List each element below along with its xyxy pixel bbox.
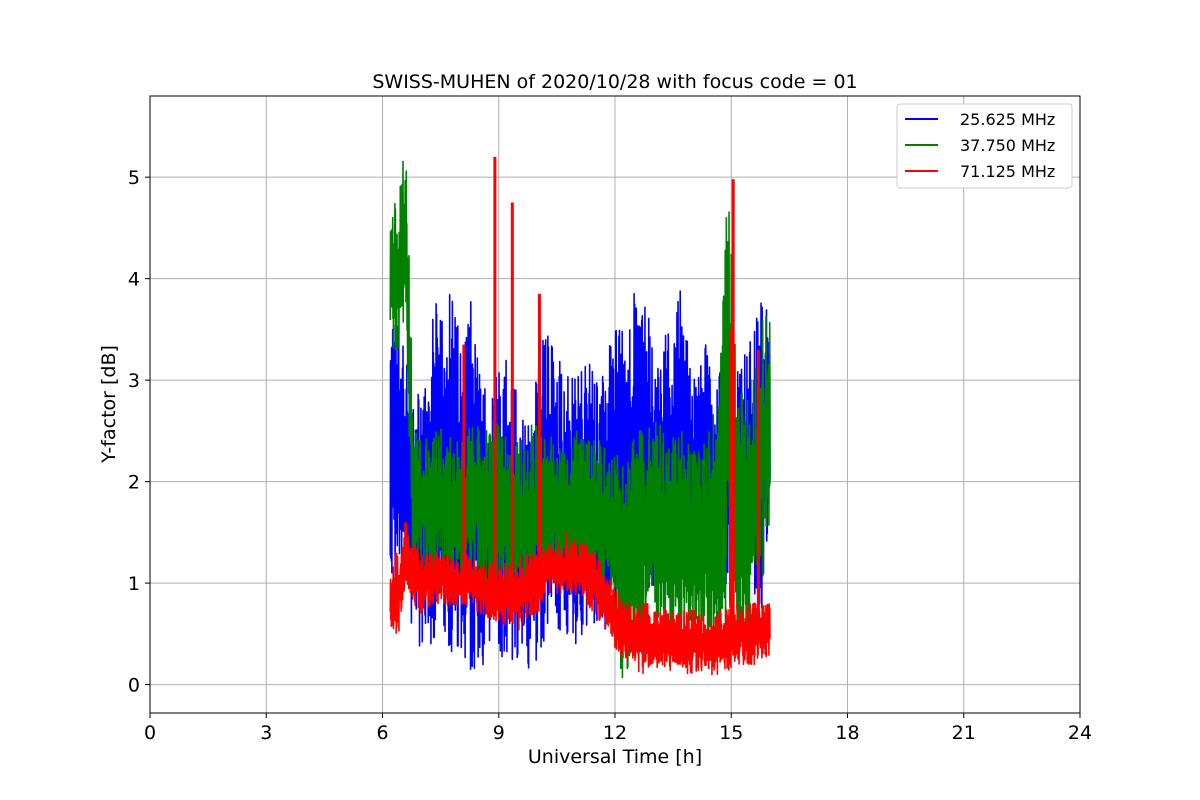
series-layer xyxy=(389,156,771,679)
x-tick-label: 0 xyxy=(144,722,156,744)
y-tick-label: 4 xyxy=(128,269,140,291)
legend-label: 71.125 MHz xyxy=(960,162,1055,181)
x-axis-label: Universal Time [h] xyxy=(528,746,702,768)
y-tick-label: 3 xyxy=(128,370,140,392)
x-tick-label: 18 xyxy=(835,722,859,744)
y-tick-label: 5 xyxy=(128,167,140,189)
x-tick-label: 12 xyxy=(603,722,627,744)
x-tick-label: 15 xyxy=(719,722,743,744)
y-axis-label: Y-factor [dB] xyxy=(98,345,120,464)
y-tick-label: 1 xyxy=(128,573,140,595)
legend-label: 25.625 MHz xyxy=(960,110,1055,129)
series-line-3 xyxy=(389,526,771,676)
x-tick-label: 24 xyxy=(1068,722,1092,744)
y-tick-label: 2 xyxy=(128,472,140,494)
x-tick-label: 21 xyxy=(952,722,976,744)
y-tick-label: 0 xyxy=(128,675,140,697)
x-tick-label: 6 xyxy=(376,722,388,744)
chart-title: SWISS-MUHEN of 2020/10/28 with focus cod… xyxy=(372,71,857,93)
legend-box xyxy=(896,103,1073,189)
x-axis: 0 3 6 9 12 15 18 21 24 xyxy=(144,713,1092,744)
series-line-2 xyxy=(389,160,771,679)
x-tick-label: 3 xyxy=(260,722,272,744)
legend: 25.625 MHz 37.750 MHz 71.125 MHz xyxy=(896,103,1073,189)
y-axis: 0 1 2 3 4 5 xyxy=(128,167,150,697)
x-tick-label: 9 xyxy=(493,722,505,744)
legend-label: 37.750 MHz xyxy=(960,136,1055,155)
